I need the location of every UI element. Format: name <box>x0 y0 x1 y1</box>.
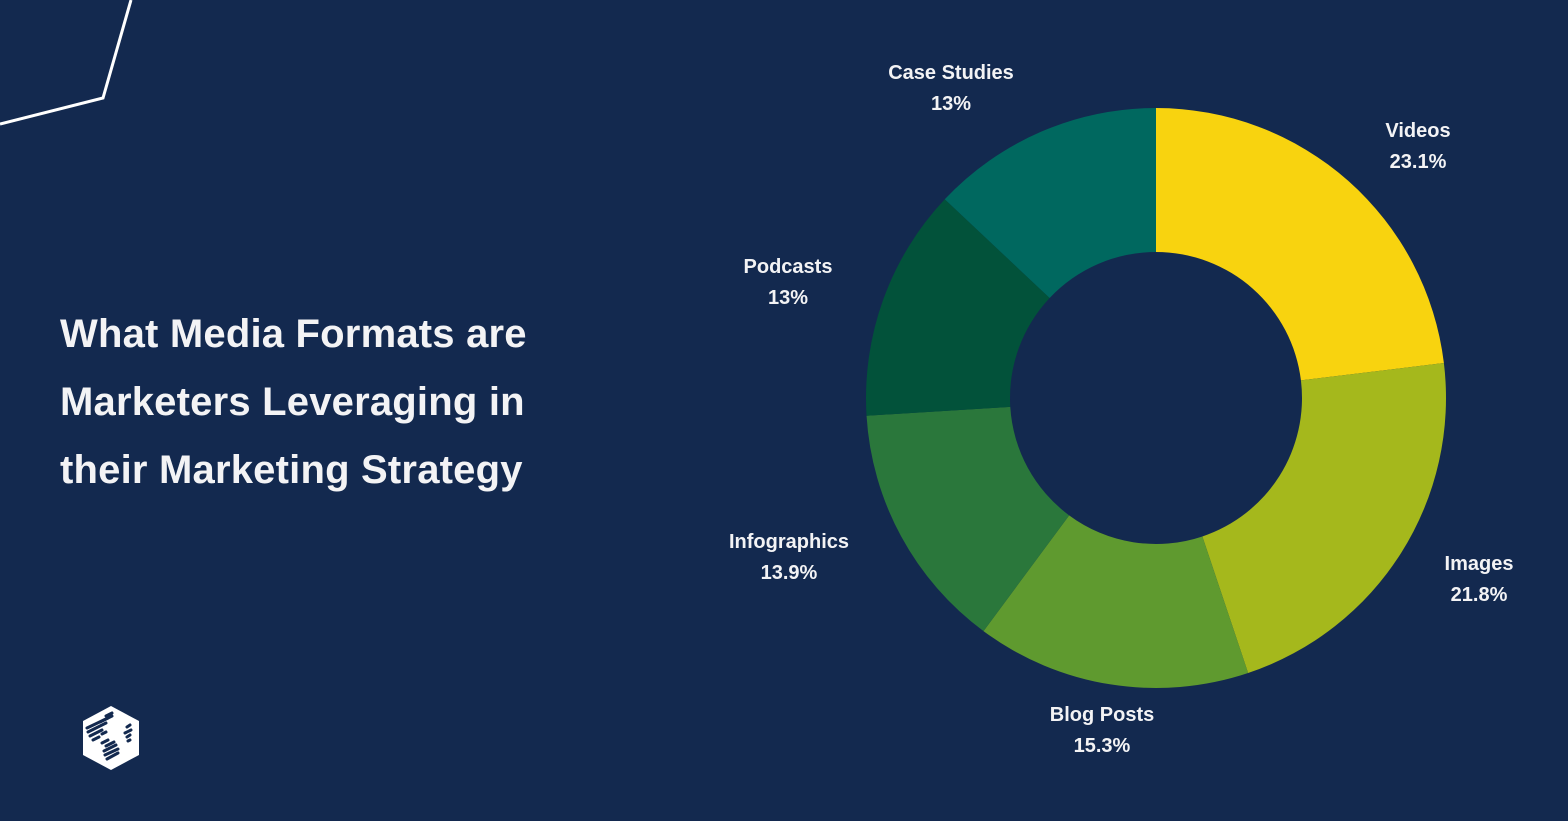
donut-slice-blog-posts <box>983 515 1249 688</box>
slice-label-value: 21.8% <box>1450 584 1508 606</box>
slice-label-value: 15.3% <box>1073 735 1131 757</box>
slice-label-case-studies: Case Studies 13% <box>888 58 1014 120</box>
slice-label-name: Videos <box>1385 120 1451 142</box>
slice-label-name: Blog Posts <box>1049 704 1155 726</box>
slice-label-value: 13% <box>767 287 809 309</box>
donut-slice-podcasts <box>866 199 1050 416</box>
slice-label-value: 13.9% <box>760 562 818 584</box>
slice-label-images: Images 21.8% <box>1445 549 1514 611</box>
slice-label-infographics: Infographics 13.9% <box>729 527 849 589</box>
slice-label-videos: Videos 23.1% <box>1385 116 1450 178</box>
hexagon-brand-logo-icon <box>83 706 139 770</box>
slice-label-podcasts: Podcasts 13% <box>744 252 833 314</box>
slice-label-name: Podcasts <box>743 256 833 278</box>
page-title: What Media Formats are Marketers Leverag… <box>60 300 620 504</box>
donut-slice-images <box>1202 363 1446 673</box>
title-line-1: What Media Formats are <box>60 312 527 356</box>
donut-slice-videos <box>1156 108 1444 381</box>
title-line-2: Marketers Leveraging in <box>60 380 525 424</box>
donut-slice-case-studies <box>944 107 1156 298</box>
decorative-corner-line <box>0 0 133 126</box>
slice-label-value: 13% <box>930 93 972 115</box>
slice-label-name: Infographics <box>728 531 850 553</box>
slice-label-blog-posts: Blog Posts 15.3% <box>1050 700 1154 762</box>
slice-label-name: Images <box>1444 553 1514 575</box>
slice-label-value: 23.1% <box>1389 151 1447 173</box>
slice-label-name: Case Studies <box>888 62 1014 84</box>
title-line-3: their Marketing Strategy <box>60 448 523 492</box>
donut-slice-infographics <box>866 406 1070 632</box>
